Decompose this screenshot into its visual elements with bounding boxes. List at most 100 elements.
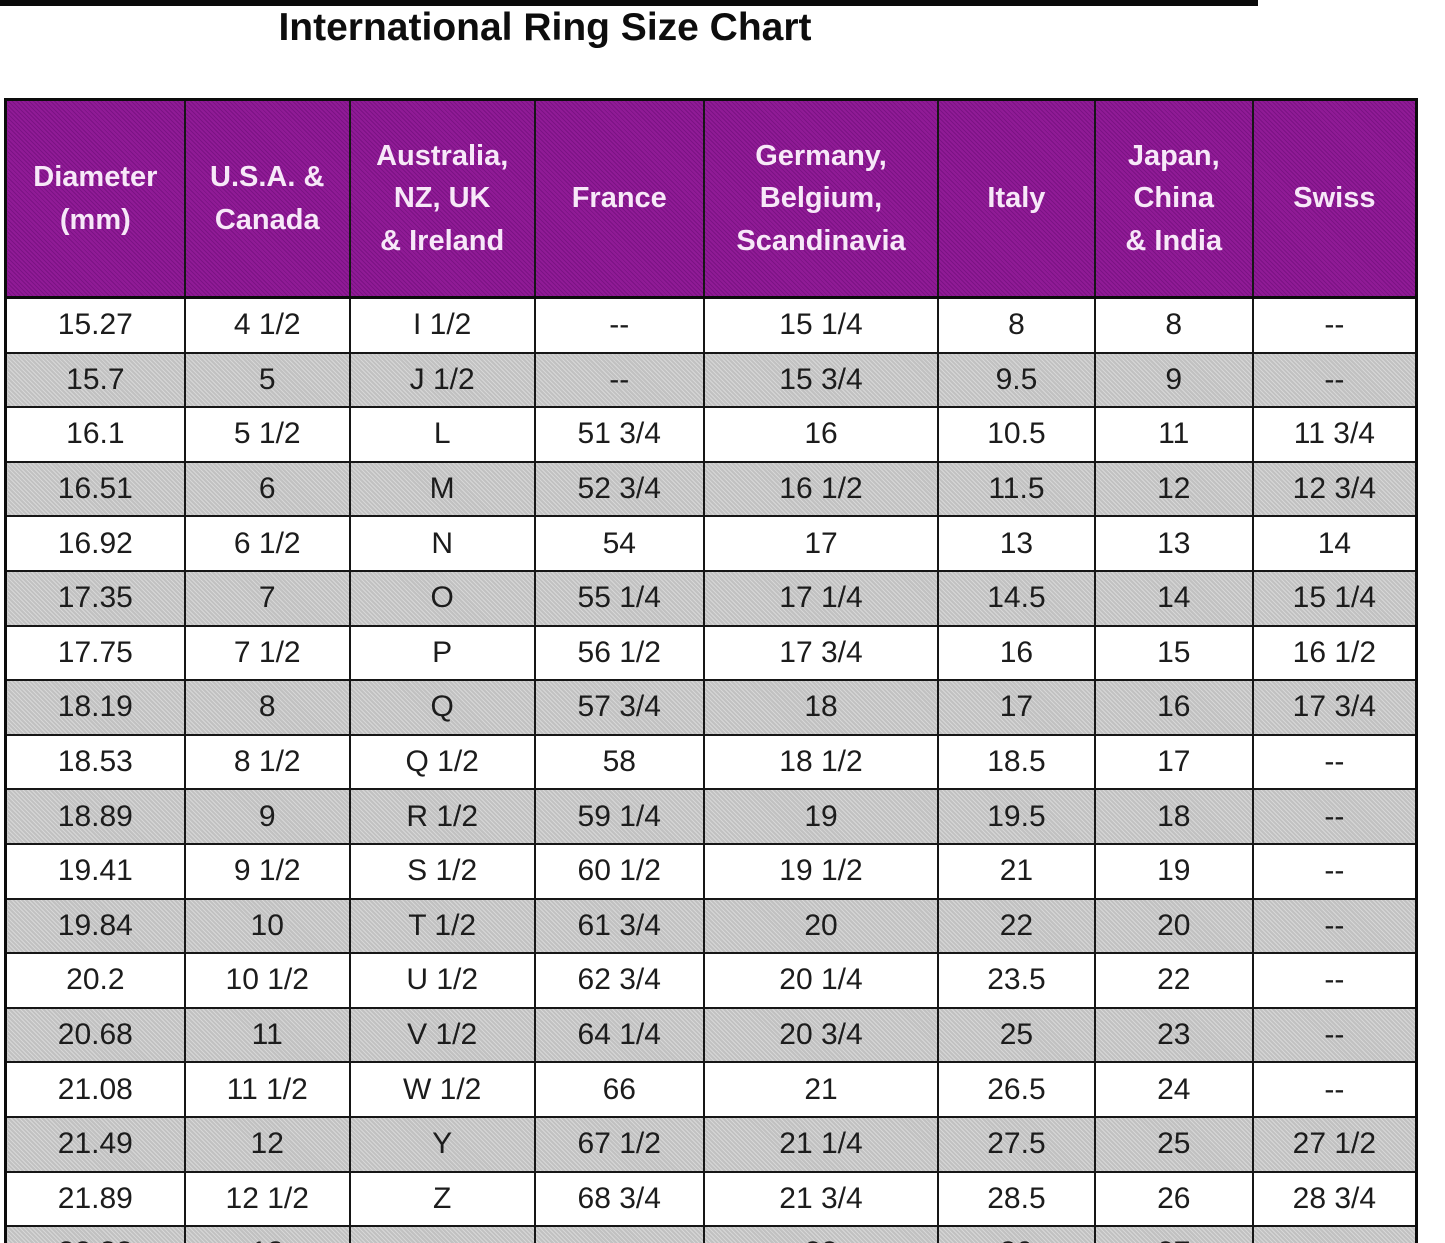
cell: 23	[1093, 1006, 1254, 1064]
cell: 27	[1093, 1225, 1254, 1243]
cell: 19 1/2	[702, 842, 940, 900]
column-header-line: (mm)	[59, 203, 131, 236]
cell: 14	[1093, 569, 1254, 627]
cell: 10 1/2	[183, 952, 351, 1009]
table-row: 19.41 9 1/2 S 1/2 60 1/2 19 1/2 21 19 --	[4, 842, 1418, 900]
column-header-line: Italy	[987, 182, 1046, 215]
cell: 26.5	[937, 1061, 1096, 1118]
header-row: Diameter (mm) U.S.A. & Canada Australia, NZ, …	[4, 98, 1418, 299]
cell: R 1/2	[348, 788, 536, 845]
cell: --	[1251, 296, 1418, 354]
cell: 20.2	[4, 952, 186, 1009]
column-header: Swiss	[1251, 98, 1418, 299]
table-body: 15.27 4 1/2 I 1/2 -- 15 1/4 8 8 -- 15.7 5 J 1/2 -- 1…	[4, 296, 1418, 1243]
column-header-line: Australia,	[376, 140, 509, 173]
cell: 9.5	[937, 351, 1096, 409]
cell: 14.5	[937, 569, 1096, 627]
cell: 18.5	[937, 733, 1096, 791]
column-header-line: & India	[1125, 224, 1223, 257]
column-header-line: Belgium,	[759, 182, 883, 215]
cell: 30	[937, 1225, 1096, 1243]
table-row: 20.2 10 1/2 U 1/2 62 3/4 20 1/4 23.5 22 --	[4, 952, 1418, 1009]
column-header-line: Germany,	[755, 140, 887, 173]
cell: 12	[183, 1115, 351, 1173]
cell: 15	[1093, 624, 1254, 682]
table-row: 22.3313----223027--	[4, 1225, 1418, 1243]
cell: 18	[1093, 788, 1254, 845]
column-header-line: U.S.A. &	[210, 161, 325, 194]
table-row: 17.75 7 1/2 P 56 1/2 17 3/4 16 15 16 1/2	[4, 624, 1418, 682]
table-row: 18.19 8 Q 57 3/4 18 17 16 17 3/4	[4, 679, 1418, 736]
cell: --	[1251, 842, 1418, 900]
column-header-line: Swiss	[1293, 182, 1376, 215]
column-header-line: NZ, UK	[393, 182, 491, 215]
cell: 12 3/4	[1251, 460, 1418, 518]
cell: 17	[1093, 733, 1254, 791]
column-header: Japan, China & India	[1093, 98, 1254, 299]
cell: 15 1/4	[702, 296, 940, 354]
cell: I 1/2	[348, 296, 536, 354]
cell: 19.41	[4, 842, 186, 900]
cell: 68 3/4	[533, 1170, 705, 1228]
column-header-line: China	[1133, 182, 1215, 215]
cell: --	[1251, 897, 1418, 955]
cell: 8	[1093, 296, 1254, 354]
cell: V 1/2	[348, 1006, 536, 1064]
cell: 9	[1093, 351, 1254, 409]
cell: 17 3/4	[1251, 679, 1418, 736]
cell: 9 1/2	[183, 842, 351, 900]
column-header: France	[533, 98, 705, 299]
cell: 27 1/2	[1251, 1115, 1418, 1173]
cell: 5 1/2	[183, 406, 351, 463]
cell: 66	[533, 1061, 705, 1118]
cell: 21 1/4	[702, 1115, 940, 1173]
cell: 17.35	[4, 569, 186, 627]
cell: 67 1/2	[533, 1115, 705, 1173]
cell: --	[1251, 788, 1418, 845]
cell: --	[1251, 952, 1418, 1009]
cell: 8	[937, 296, 1096, 354]
cell: 24	[1093, 1061, 1254, 1118]
column-header: Italy	[937, 98, 1096, 299]
cell: 13	[183, 1225, 351, 1243]
cell: Q	[348, 679, 536, 736]
cell: 11 1/2	[183, 1061, 351, 1118]
cell: 13	[1093, 515, 1254, 572]
cell: 26	[1093, 1170, 1254, 1228]
cell: 57 3/4	[533, 679, 705, 736]
cell: 17.75	[4, 624, 186, 682]
cell: 19	[1093, 842, 1254, 900]
cell: Z	[348, 1170, 536, 1228]
cell: 10	[183, 897, 351, 955]
cell: M	[348, 460, 536, 518]
cell: W 1/2	[348, 1061, 536, 1118]
cell: 17	[702, 515, 940, 572]
cell: --	[533, 1225, 705, 1243]
table-row: 21.89 12 1/2 Z 68 3/4 21 3/4 28.5 26 28 3/4	[4, 1170, 1418, 1228]
table-row: 18.53 8 1/2 Q 1/2 58 18 1/2 18.5 17 --	[4, 733, 1418, 791]
cell: 16.92	[4, 515, 186, 572]
cell: 7	[183, 569, 351, 627]
column-header-line: Canada	[214, 203, 320, 236]
cell: 52 3/4	[533, 460, 705, 518]
cell: 28 3/4	[1251, 1170, 1418, 1228]
table-row: 19.84 10 T 1/2 61 3/4 20 22 20 --	[4, 897, 1418, 955]
cell: 21	[702, 1061, 940, 1118]
cell: 18.19	[4, 679, 186, 736]
cell: --	[348, 1225, 536, 1243]
column-header: U.S.A. & Canada	[183, 98, 351, 299]
cell: 21.08	[4, 1061, 186, 1118]
cell: 22.33	[4, 1225, 186, 1243]
cell: 20 1/4	[702, 952, 940, 1009]
cell: Y	[348, 1115, 536, 1173]
cell: 11	[1093, 406, 1254, 463]
cell: U 1/2	[348, 952, 536, 1009]
cell: 22	[937, 897, 1096, 955]
cell: 17	[937, 679, 1096, 736]
table-row: 15.7 5 J 1/2 -- 15 3/4 9.5 9 --	[4, 351, 1418, 409]
cell: 11.5	[937, 460, 1096, 518]
cell: 8 1/2	[183, 733, 351, 791]
page-title: International Ring Size Chart	[278, 6, 812, 49]
cell: 12 1/2	[183, 1170, 351, 1228]
